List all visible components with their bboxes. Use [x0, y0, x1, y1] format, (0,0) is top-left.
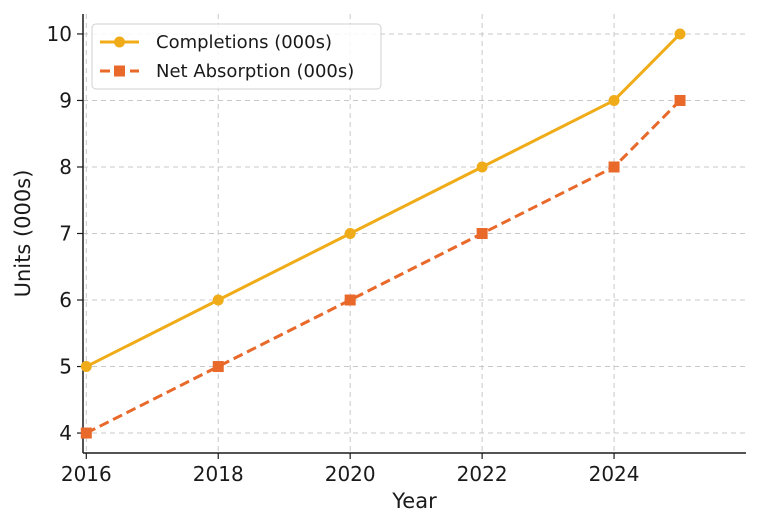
data-point	[608, 161, 620, 173]
x-axis-label: Year	[391, 489, 437, 513]
legend-item: Completions (000s)	[100, 32, 332, 53]
series-1	[80, 94, 686, 439]
y-tick-label: 6	[59, 288, 72, 312]
legend-label: Completions (000s)	[156, 32, 332, 53]
data-point	[344, 228, 356, 239]
y-tick-label: 7	[59, 222, 72, 246]
data-point	[674, 28, 686, 40]
y-axis-ticks: 4 5 6 7 8 9 10	[47, 22, 83, 445]
data-point	[80, 427, 92, 439]
y-tick-label: 10	[47, 22, 72, 46]
legend-label: Net Absorption (000s)	[156, 61, 354, 82]
series-0	[80, 28, 686, 373]
x-tick-label: 2024	[589, 462, 640, 486]
series-line	[85, 99, 682, 435]
data-point	[476, 161, 488, 173]
data-point	[476, 228, 488, 239]
legend-box	[91, 23, 382, 90]
data-point	[80, 361, 92, 373]
grid	[83, 14, 746, 453]
data-point	[212, 294, 224, 306]
y-tick-label: 5	[59, 355, 72, 379]
x-axis-ticks: 2016 2018 2020 2022 2024	[61, 453, 640, 486]
x-tick-label: 2016	[61, 462, 112, 486]
x-tick-label: 2022	[457, 462, 508, 486]
series-line	[85, 32, 682, 368]
y-tick-label: 8	[59, 155, 72, 179]
y-axis-label: Units (000s)	[11, 170, 35, 298]
data-point	[212, 361, 224, 373]
legend: Completions (000s) Net Absorption (000s)	[91, 23, 382, 90]
legend-swatch-marker	[114, 65, 125, 77]
x-tick-label: 2018	[193, 462, 244, 486]
series	[80, 28, 686, 439]
x-tick-label: 2020	[325, 462, 376, 486]
data-point	[344, 294, 356, 306]
data-point	[674, 94, 686, 106]
y-tick-label: 4	[59, 421, 72, 445]
data-point	[608, 94, 620, 106]
y-tick-label: 9	[59, 88, 72, 112]
legend-swatch-marker	[114, 36, 125, 48]
legend-item: Net Absorption (000s)	[100, 61, 354, 82]
